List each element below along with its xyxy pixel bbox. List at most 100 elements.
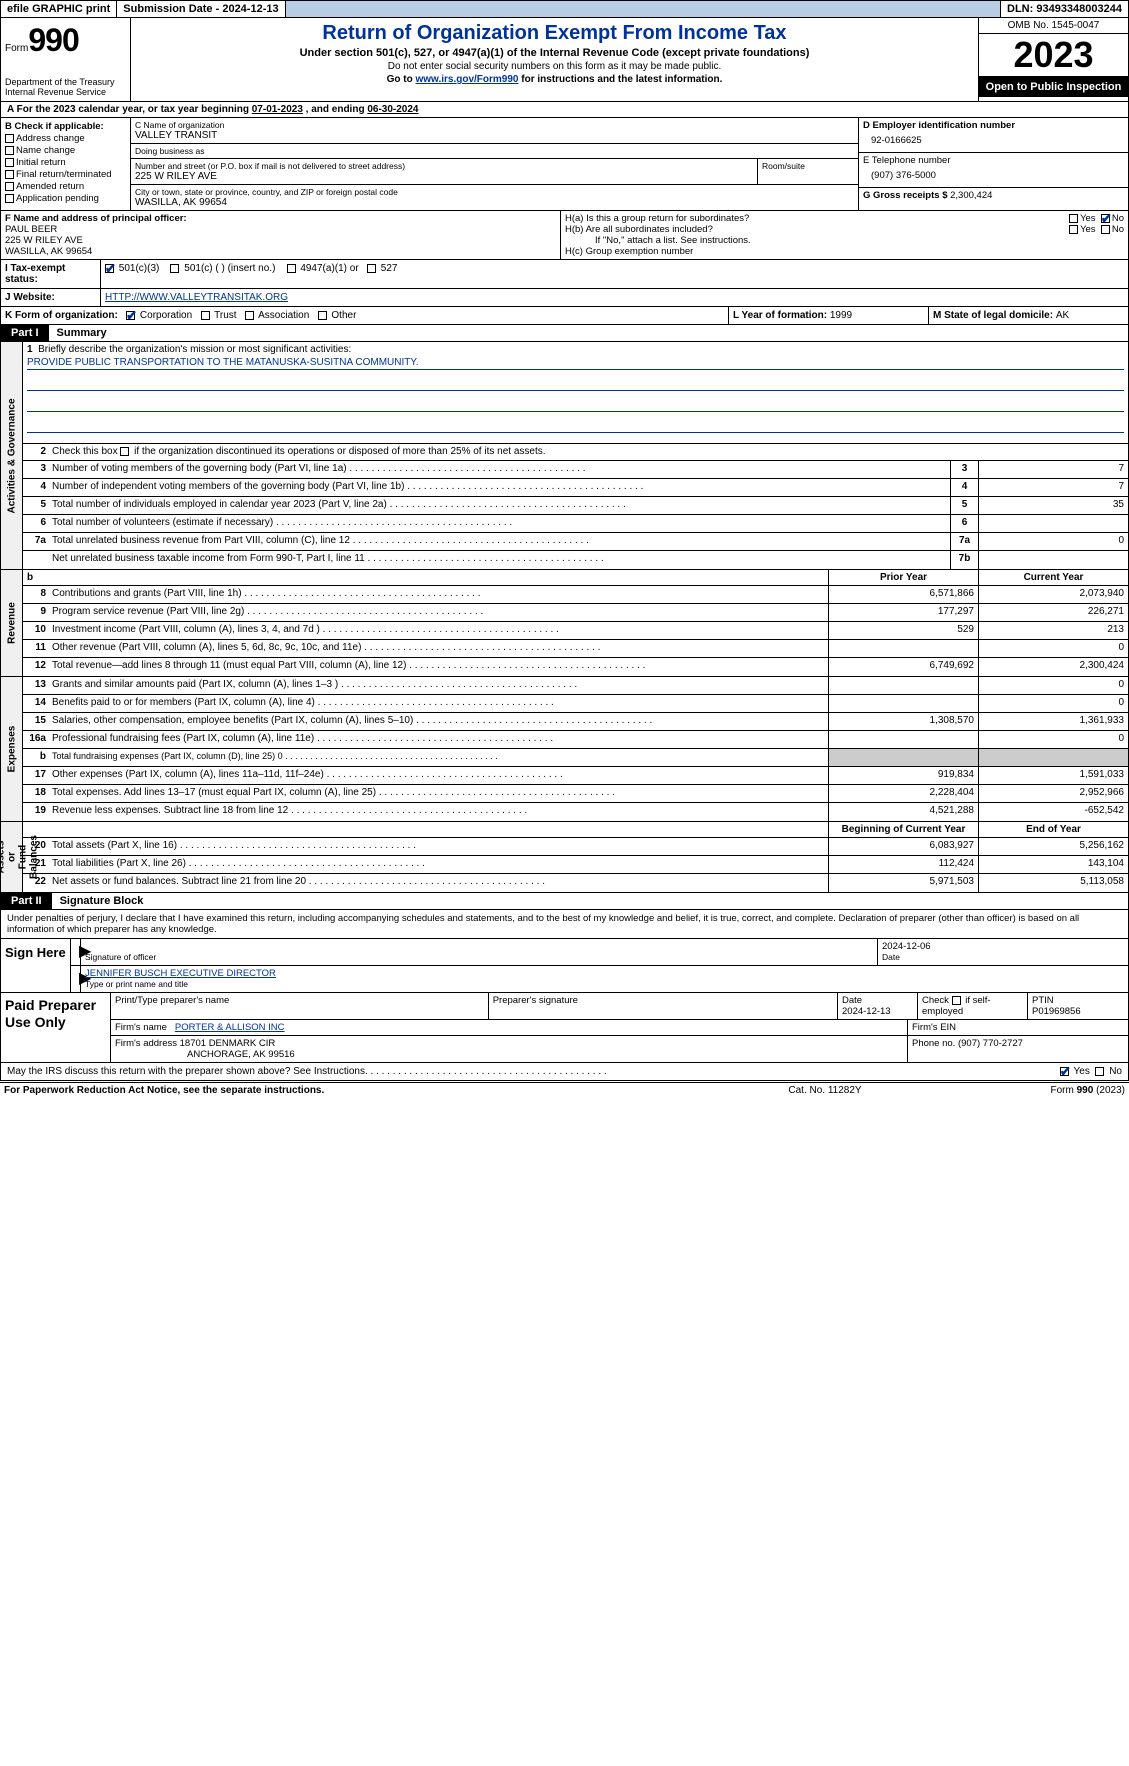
box-h: H(a) Is this a group return for subordin… [561, 211, 1128, 259]
page-footer: For Paperwork Reduction Act Notice, see … [0, 1082, 1129, 1098]
irs-link[interactable]: www.irs.gov/Form990 [415, 74, 518, 85]
open-to-public: Open to Public Inspection [979, 77, 1128, 97]
box-b: B Check if applicable: Address change Na… [1, 118, 131, 210]
sign-here-block: Sign Here ▶ Signature of officer 2024-12… [0, 939, 1129, 993]
subtitle-2: Do not enter social security numbers on … [139, 61, 970, 72]
summary-line: bTotal fundraising expenses (Part IX, co… [23, 749, 1128, 767]
part-2-header: Part II Signature Block [0, 893, 1129, 910]
summary-line: 9Program service revenue (Part VIII, lin… [23, 604, 1128, 622]
summary-line: 13Grants and similar amounts paid (Part … [23, 677, 1128, 695]
summary-line: 18Total expenses. Add lines 13–17 (must … [23, 785, 1128, 803]
summary-line: 21Total liabilities (Part X, line 26)112… [23, 856, 1128, 874]
chk-discontinued[interactable] [120, 447, 129, 456]
line-2: Check this box if the organization disco… [49, 444, 1128, 460]
hb-no[interactable] [1101, 225, 1110, 234]
penalty-statement: Under penalties of perjury, I declare th… [0, 910, 1129, 939]
ein-row: D Employer identification number 92-0166… [859, 118, 1128, 153]
form-word: Form [5, 43, 28, 54]
website-link[interactable]: HTTP://WWW.VALLEYTRANSITAK.ORG [105, 292, 288, 303]
summary-line: 15Salaries, other compensation, employee… [23, 713, 1128, 731]
website-row: J Website: HTTP://WWW.VALLEYTRANSITAK.OR… [0, 289, 1129, 307]
summary-line: 19Revenue less expenses. Subtract line 1… [23, 803, 1128, 821]
box-f: F Name and address of principal officer:… [1, 211, 561, 259]
vtab-exp: Expenses [6, 726, 17, 773]
hb-yes[interactable] [1069, 225, 1078, 234]
vtab-net: Net Assets or Fund Balances [0, 835, 39, 879]
gross-receipts: G Gross receipts $ 2,300,424 [859, 188, 1128, 203]
summary-line: 12Total revenue—add lines 8 through 11 (… [23, 658, 1128, 676]
submission-date: Submission Date - 2024-12-13 [117, 1, 285, 17]
dln: DLN: 93493348003244 [1000, 1, 1128, 17]
org-name-row: C Name of organization VALLEY TRANSIT [131, 118, 858, 144]
ha-no[interactable] [1101, 214, 1110, 223]
subtitle-3: Go to www.irs.gov/Form990 for instructio… [139, 74, 970, 85]
tax-period: A For the 2023 calendar year, or tax yea… [0, 102, 1129, 118]
col-current-year: Current Year [978, 570, 1128, 585]
chk-final-return[interactable] [5, 170, 14, 179]
officer-group-row: F Name and address of principal officer:… [0, 211, 1129, 260]
chk-app-pending[interactable] [5, 194, 14, 203]
phone-row: E Telephone number (907) 376-5000 [859, 153, 1128, 188]
chk-527[interactable] [367, 264, 376, 273]
revenue-section: Revenue bPrior YearCurrent Year 8Contrib… [0, 570, 1129, 677]
chk-self-employed[interactable] [952, 996, 961, 1005]
summary-line: 6Total number of volunteers (estimate if… [23, 515, 1128, 533]
summary-line: 11Other revenue (Part VIII, column (A), … [23, 640, 1128, 658]
form-number: 990 [28, 22, 78, 58]
street-row: Number and street (or P.O. box if mail i… [131, 159, 758, 184]
vtab-rev: Revenue [6, 602, 17, 644]
chk-501c[interactable] [170, 264, 179, 273]
firm-name[interactable]: PORTER & ALLISON INC [175, 1022, 285, 1033]
tax-exempt-status: I Tax-exempt status: 501(c)(3) 501(c) ( … [0, 260, 1129, 289]
form-of-org-row: K Form of organization: Corporation Trus… [0, 307, 1129, 325]
form-header: Form990 Department of the Treasury Inter… [0, 18, 1129, 102]
chk-other[interactable] [318, 311, 327, 320]
activities-governance: Activities & Governance 1 Briefly descri… [0, 342, 1129, 570]
discuss-no[interactable] [1095, 1067, 1104, 1076]
col-prior-year: Prior Year [828, 570, 978, 585]
discuss-yes[interactable] [1060, 1067, 1069, 1076]
chk-assoc[interactable] [245, 311, 254, 320]
city-row: City or town, state or province, country… [131, 185, 858, 210]
summary-line: 16aProfessional fundraising fees (Part I… [23, 731, 1128, 749]
mission-text: PROVIDE PUBLIC TRANSPORTATION TO THE MAT… [27, 357, 1124, 370]
expenses-section: Expenses 13Grants and similar amounts pa… [0, 677, 1129, 822]
chk-501c3[interactable] [105, 264, 114, 273]
chk-4947[interactable] [287, 264, 296, 273]
paid-preparer-block: Paid Preparer Use Only Print/Type prepar… [0, 993, 1129, 1063]
chk-corp[interactable] [126, 311, 135, 320]
summary-line: 5Total number of individuals employed in… [23, 497, 1128, 515]
col-begin-year: Beginning of Current Year [828, 822, 978, 837]
part-1-header: Part I Summary [0, 325, 1129, 342]
summary-line: 22Net assets or fund balances. Subtract … [23, 874, 1128, 892]
tax-year: 2023 [979, 34, 1128, 77]
summary-line: 7aTotal unrelated business revenue from … [23, 533, 1128, 551]
dba-row: Doing business as [131, 144, 858, 159]
chk-address-change[interactable] [5, 134, 14, 143]
summary-line: 10Investment income (Part VIII, column (… [23, 622, 1128, 640]
omb-number: OMB No. 1545-0047 [979, 18, 1128, 34]
vtab-gov: Activities & Governance [6, 398, 17, 513]
efile-label[interactable]: efile GRAPHIC print [1, 1, 117, 17]
officer-name[interactable]: JENNIFER BUSCH EXECUTIVE DIRECTOR [85, 968, 276, 979]
summary-line: 14Benefits paid to or for members (Part … [23, 695, 1128, 713]
chk-initial-return[interactable] [5, 158, 14, 167]
summary-line: Net unrelated business taxable income fr… [23, 551, 1128, 569]
form-title: Return of Organization Exempt From Incom… [139, 22, 970, 45]
dept-treasury: Department of the Treasury Internal Reve… [5, 77, 126, 97]
ha-yes[interactable] [1069, 214, 1078, 223]
chk-amended[interactable] [5, 182, 14, 191]
summary-line: 20Total assets (Part X, line 16)6,083,92… [23, 838, 1128, 856]
top-bar: efile GRAPHIC print Submission Date - 20… [0, 0, 1129, 18]
summary-line: 17Other expenses (Part IX, column (A), l… [23, 767, 1128, 785]
chk-trust[interactable] [201, 311, 210, 320]
room-suite: Room/suite [758, 159, 858, 184]
discuss-with-preparer: May the IRS discuss this return with the… [0, 1063, 1129, 1081]
summary-line: 4Number of independent voting members of… [23, 479, 1128, 497]
subtitle-1: Under section 501(c), 527, or 4947(a)(1)… [139, 47, 970, 59]
mission-label: Briefly describe the organization's miss… [38, 344, 351, 355]
chk-name-change[interactable] [5, 146, 14, 155]
summary-line: 8Contributions and grants (Part VIII, li… [23, 586, 1128, 604]
entity-block: B Check if applicable: Address change Na… [0, 118, 1129, 211]
col-end-year: End of Year [978, 822, 1128, 837]
